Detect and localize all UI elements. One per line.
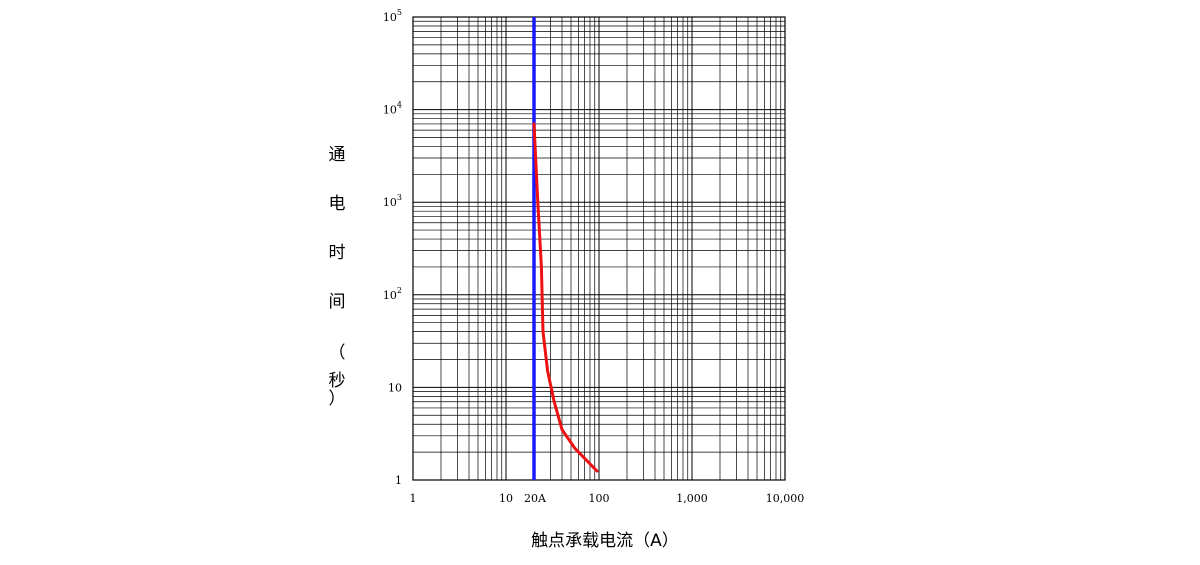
y-tick-base: 1 xyxy=(395,474,402,487)
y-tick-label: 1 xyxy=(395,474,402,487)
minor-grid xyxy=(413,17,785,480)
x-tick-label: 100 xyxy=(589,492,610,505)
x-tick-label: 1,000 xyxy=(676,492,708,505)
y-tick-label: 103 xyxy=(383,193,402,209)
plot-frame xyxy=(412,16,786,481)
y-tick-base: 10 xyxy=(388,381,402,394)
y-tick-label: 10 xyxy=(388,381,402,394)
y-tick-label: 102 xyxy=(383,286,402,302)
x-tick-label: 10,000 xyxy=(766,492,805,505)
x-axis-title: 触点承载电流（A） xyxy=(531,531,679,551)
y-tick-label: 105 xyxy=(383,8,402,24)
y-tick-exponent: 2 xyxy=(397,286,402,295)
y-tick-exponent: 5 xyxy=(397,8,402,17)
y-axis-title: 通电时间（秒） xyxy=(329,145,346,409)
reference-line-label: 20A xyxy=(524,492,547,505)
x-tick-label: 1 xyxy=(410,492,417,505)
x-tick-labels: 1 10 100 1,000 10,000 xyxy=(410,492,805,505)
y-tick-base: 10 xyxy=(383,289,397,302)
y-tick-exponent: 3 xyxy=(397,193,402,202)
y-tick-base: 10 xyxy=(383,11,397,24)
series-line xyxy=(532,122,599,473)
y-tick-exponent: 4 xyxy=(397,101,402,110)
y-tick-base: 10 xyxy=(383,196,397,209)
y-tick-base: 10 xyxy=(383,104,397,117)
y-tick-label: 104 xyxy=(383,101,402,117)
x-tick-label: 10 xyxy=(499,492,513,505)
y-axis-title-text: 通电时间（秒） xyxy=(329,145,346,409)
